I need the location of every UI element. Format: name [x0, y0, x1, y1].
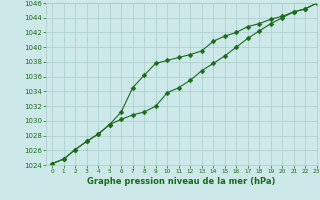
X-axis label: Graphe pression niveau de la mer (hPa): Graphe pression niveau de la mer (hPa) — [87, 177, 276, 186]
